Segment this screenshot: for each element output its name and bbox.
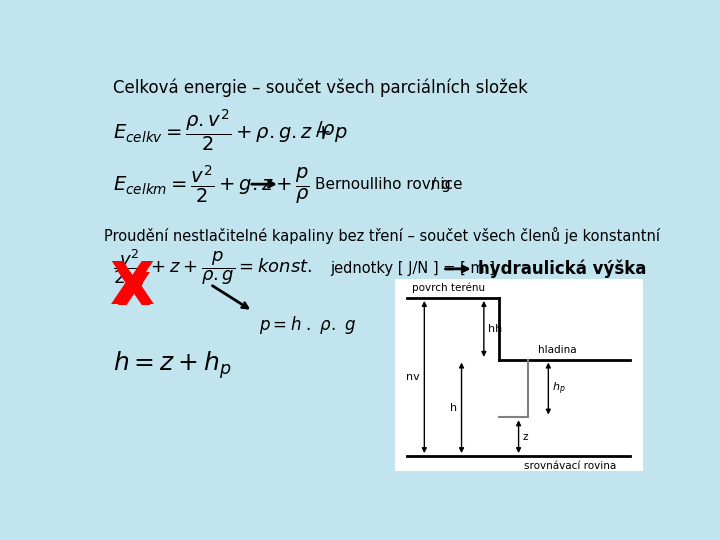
Text: Proudění nestlačitelné kapaliny bez tření – součet všech členů je konstantní: Proudění nestlačitelné kapaliny bez třen… bbox=[104, 226, 660, 244]
Text: $\mathbf{X}$: $\mathbf{X}$ bbox=[116, 271, 151, 314]
Text: povrch terénu: povrch terénu bbox=[412, 283, 485, 294]
Text: $\dfrac{v^{2}}{2.g} + z + \dfrac{p}{\rho.g} = konst.$: $\dfrac{v^{2}}{2.g} + z + \dfrac{p}{\rho… bbox=[113, 247, 312, 290]
Text: hh: hh bbox=[487, 324, 502, 334]
Text: $h = z + h_{p}$: $h = z + h_{p}$ bbox=[113, 349, 232, 381]
Text: $E_{celkv} = \dfrac{\rho.v^{2}}{2} + \rho.g.z + p$: $E_{celkv} = \dfrac{\rho.v^{2}}{2} + \rh… bbox=[113, 107, 348, 153]
Text: Bernoulliho rovnice: Bernoulliho rovnice bbox=[315, 177, 462, 192]
Text: hydraulická výška: hydraulická výška bbox=[477, 260, 646, 278]
Text: nv: nv bbox=[406, 372, 420, 382]
Text: hladina: hladina bbox=[539, 345, 577, 355]
Text: jednotky [ J/N ] = [ m ]: jednotky [ J/N ] = [ m ] bbox=[330, 261, 495, 276]
Text: / g: / g bbox=[431, 177, 451, 192]
Text: z: z bbox=[523, 431, 528, 442]
Text: srovnávací rovina: srovnávací rovina bbox=[523, 461, 616, 470]
Text: $E_{celkm} = \dfrac{v^{2}}{2} + g.z + \dfrac{p}{\rho}$: $E_{celkm} = \dfrac{v^{2}}{2} + g.z + \d… bbox=[113, 163, 310, 206]
Text: h: h bbox=[450, 403, 457, 413]
Text: Celková energie – součet všech parciálních složek: Celková energie – součet všech parciální… bbox=[113, 79, 528, 97]
Text: $p = h\ .\ \rho.\ g$: $p = h\ .\ \rho.\ g$ bbox=[259, 314, 356, 335]
Text: $/ \rho$: $/ \rho$ bbox=[315, 119, 336, 141]
Text: $h_p$: $h_p$ bbox=[552, 380, 566, 397]
Text: $\mathbf{X}$: $\mathbf{X}$ bbox=[109, 259, 156, 316]
Bar bbox=[395, 279, 642, 471]
